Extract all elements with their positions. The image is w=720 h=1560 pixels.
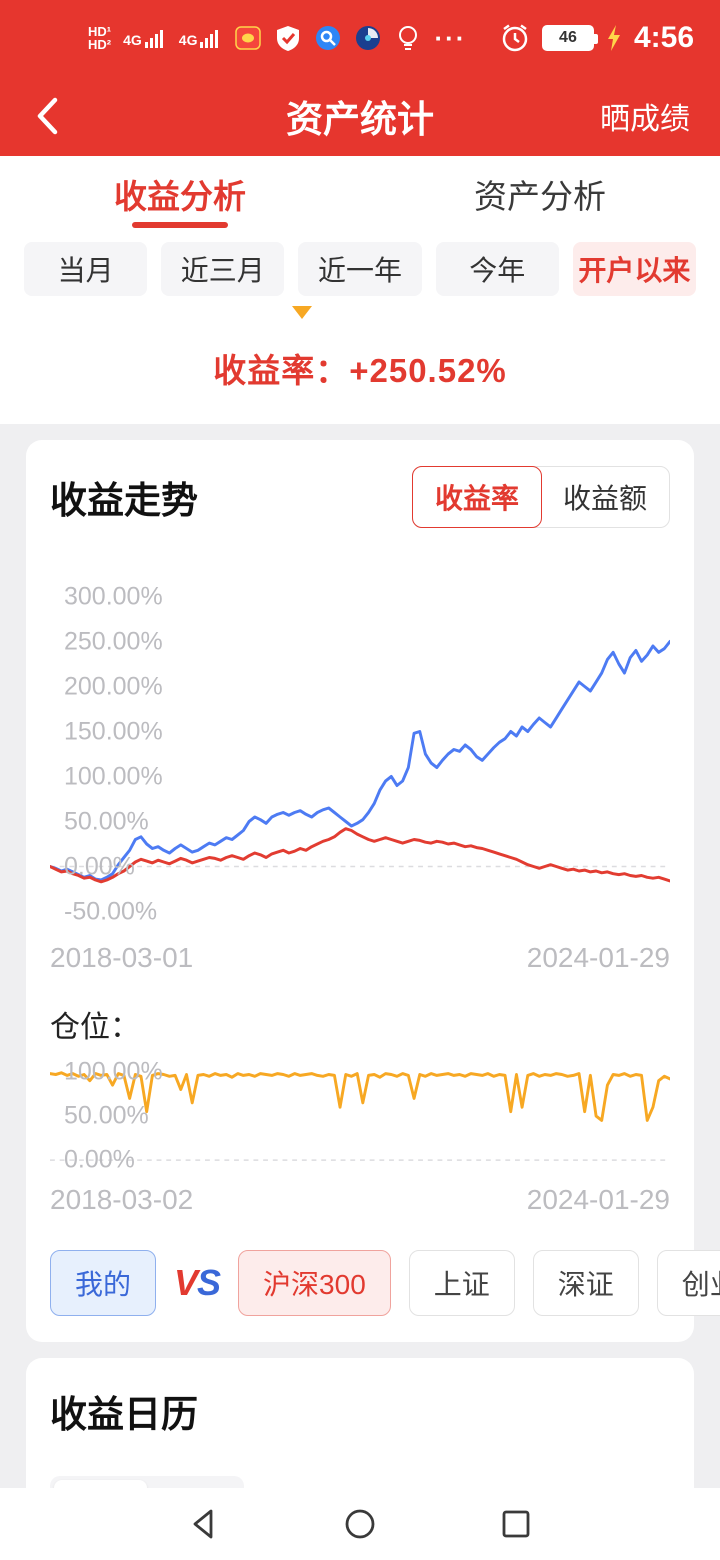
legend-shenzhen-button[interactable]: 深证: [532, 1250, 639, 1316]
returns-trend-card: 收益走势 收益率 收益额 300.00% 250.00% 200.00% 150.00…: [26, 440, 720, 1342]
period-filter-row: 当月 近三月 近一年 今年 开户以来: [0, 232, 720, 312]
toggle-amount[interactable]: 收益额: [562, 483, 647, 514]
period-3-months[interactable]: 近三月: [161, 242, 285, 296]
return-rate-value: +250.52%: [349, 352, 507, 389]
tab-asset-label: 资产分析: [474, 178, 606, 215]
more-notifications-icon: ···: [434, 22, 467, 53]
tab-income-analysis[interactable]: 收益分析: [0, 156, 360, 232]
tab-asset-analysis[interactable]: 资产分析: [360, 156, 720, 232]
vs-letter-s: S: [197, 1262, 221, 1303]
signal-bars-icon-1: 4G: [123, 28, 167, 48]
legend-mine-button[interactable]: 我的: [50, 1250, 157, 1316]
period-current-month[interactable]: 当月: [24, 242, 148, 296]
security-shield-icon: [277, 26, 300, 51]
position-label: 仓位：: [50, 1011, 140, 1044]
volte-hd-icon: HD¹ HD²: [88, 24, 112, 52]
legend-chinext-button[interactable]: 创业板: [656, 1250, 720, 1316]
returns-chart-svg: [50, 640, 670, 884]
back-button[interactable]: [30, 92, 66, 140]
returns-chart-xlabels: 2018-03-01 2024-01-29: [50, 942, 670, 974]
vs-icon: VS: [174, 1262, 221, 1304]
share-results-button[interactable]: 晒成绩: [600, 103, 690, 136]
android-back-button[interactable]: [184, 1504, 224, 1544]
legend-hs300-button[interactable]: 沪深300: [238, 1250, 391, 1316]
nav-bar: 资产统计 晒成绩: [0, 76, 720, 156]
period-since-opening[interactable]: 开户以来: [572, 242, 697, 296]
status-bar: HD¹ HD² 4G 4G ··· 46 4:56: [0, 0, 720, 76]
period-this-year[interactable]: 今年: [435, 242, 559, 296]
x-axis-end-date: 2024-01-29: [526, 1184, 670, 1215]
battery-icon: 46: [541, 25, 598, 51]
series-line-沪深300: [50, 827, 670, 884]
vs-letter-v: V: [174, 1262, 198, 1303]
benchmark-legend-row: 我的 VS 沪深300 上证 深证 创业板: [50, 1250, 720, 1316]
marker-triangle-icon: [292, 306, 312, 319]
position-chart-xlabels: 2018-03-02 2024-01-29: [50, 1184, 670, 1216]
browser-app-icon: [356, 26, 381, 50]
red-packet-notification-icon: [235, 26, 262, 50]
page-title: 资产统计: [286, 99, 434, 140]
android-recents-button[interactable]: [496, 1504, 536, 1544]
android-nav-bar: [0, 1488, 720, 1560]
series-line-仓位: [50, 1071, 670, 1122]
analysis-header-block: 收益分析 资产分析 当月 近三月 近一年 今年 开户以来 收益率：+250.52…: [0, 156, 720, 424]
android-home-button[interactable]: [340, 1504, 380, 1544]
toggle-rate[interactable]: 收益率: [411, 466, 542, 528]
signal-bars-icon-2: 4G: [179, 28, 223, 48]
rate-amount-toggle: 收益率 收益额: [411, 466, 670, 528]
clock-time: 4:56: [633, 21, 694, 54]
tab-income-label: 收益分析: [114, 178, 246, 215]
return-rate-label: 收益率：: [213, 352, 350, 389]
legend-shanghai-button[interactable]: 上证: [408, 1250, 515, 1316]
summary-section: 收益率：+250.52%: [0, 306, 720, 424]
series-line-我的: [50, 640, 670, 882]
position-chart: 100.00% 50.00% 0.00%: [50, 1056, 670, 1176]
charging-bolt-icon: [607, 25, 620, 51]
x-axis-end-date: 2024-01-29: [526, 942, 670, 973]
period-1-year[interactable]: 近一年: [298, 242, 422, 296]
returns-chart: 300.00% 250.00% 200.00% 150.00% 100.00% 50.00…: [50, 574, 670, 934]
position-chart-svg: [50, 1071, 670, 1161]
x-axis-start-date: 2018-03-02: [50, 1184, 194, 1215]
analysis-tabs: 收益分析 资产分析: [0, 156, 720, 232]
search-app-icon: [316, 26, 341, 50]
trend-card-title: 收益走势: [50, 480, 198, 521]
lightbulb-notification-icon: [399, 26, 418, 50]
return-rate-summary: 收益率：+250.52%: [213, 344, 507, 392]
active-tab-underline: [132, 222, 228, 228]
x-axis-start-date: 2018-03-01: [50, 942, 194, 973]
calendar-card-title: 收益日历: [50, 1394, 198, 1435]
alarm-clock-icon: [502, 24, 528, 52]
